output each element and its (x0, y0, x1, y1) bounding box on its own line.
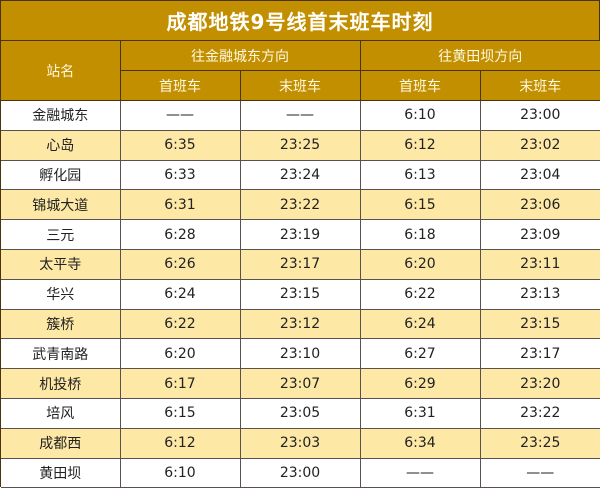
station-name-cell: 心岛 (1, 129, 121, 161)
last-train-cell: 23:25 (239, 129, 361, 161)
station-name-cell: 太平寺 (1, 248, 121, 280)
last-train-cell: —— (239, 100, 361, 131)
first-train-cell: 6:29 (359, 368, 481, 399)
last-train-cell: 23:03 (239, 427, 361, 459)
first-train-cell: —— (119, 100, 241, 131)
table-row: 武青南路 6:20 23:10 6:27 23:17 (1, 338, 600, 370)
last-train-cell: 23:17 (239, 248, 361, 280)
first-train-cell: 6:31 (359, 397, 481, 429)
last-train-cell: 23:15 (239, 278, 361, 310)
direction-header-jinrongchengdong: 往金融城东方向 (119, 41, 361, 71)
first-train-cell: 6:12 (359, 129, 481, 161)
first-train-cell: 6:20 (359, 248, 481, 280)
last-train-cell: 23:04 (479, 159, 600, 191)
station-name-cell: 成都西 (1, 427, 121, 459)
last-train-cell: 23:17 (479, 338, 600, 370)
first-train-cell: 6:35 (119, 129, 241, 161)
last-train-cell: 23:06 (479, 189, 600, 221)
station-name-cell: 武青南路 (1, 338, 121, 370)
last-train-cell: 23:22 (479, 397, 600, 429)
table-row: 华兴 6:24 23:15 6:22 23:13 (1, 278, 600, 310)
first-train-cell: 6:27 (359, 338, 481, 370)
first-train-cell: 6:24 (119, 278, 241, 310)
last-train-cell: 23:13 (479, 278, 600, 310)
timetable: 站名 往金融城东方向 往黄田坝方向 首班车 末班车 首班车 末班车 金融城东 ——… (1, 41, 600, 488)
first-train-cell: —— (359, 457, 481, 488)
station-name-cell: 机投桥 (1, 368, 121, 399)
table-row: 机投桥 6:17 23:07 6:29 23:20 (1, 368, 600, 399)
last-train-cell: 23:25 (479, 427, 600, 459)
table-row: 太平寺 6:26 23:17 6:20 23:11 (1, 248, 600, 280)
first-train-cell: 6:13 (359, 159, 481, 191)
last-train-cell: 23:11 (479, 248, 600, 280)
table-row: 成都西 6:12 23:03 6:34 23:25 (1, 427, 600, 459)
station-column-header: 站名 (1, 41, 121, 101)
last-train-cell: 23:00 (479, 100, 600, 131)
table-row: 金融城东 —— —— 6:10 23:00 (1, 100, 600, 131)
table-row: 三元 6:28 23:19 6:18 23:09 (1, 219, 600, 250)
station-name-cell: 黄田坝 (1, 457, 121, 488)
table-row: 培风 6:15 23:05 6:31 23:22 (1, 397, 600, 429)
station-name-cell: 锦城大道 (1, 189, 121, 221)
last-train-cell: 23:05 (239, 397, 361, 429)
first-train-cell: 6:22 (119, 308, 241, 340)
station-name-cell: 三元 (1, 219, 121, 250)
last-train-header: 末班车 (239, 70, 361, 101)
station-name-cell: 金融城东 (1, 100, 121, 131)
timetable-body: 金融城东 —— —— 6:10 23:00 心岛 6:35 23:25 6:12 23:02 孵化园… (1, 100, 600, 488)
first-train-cell: 6:10 (359, 100, 481, 131)
first-train-cell: 6:15 (359, 189, 481, 221)
last-train-cell: 23:12 (239, 308, 361, 340)
last-train-cell: 23:07 (239, 368, 361, 399)
table-row: 孵化园 6:33 23:24 6:13 23:04 (1, 159, 600, 191)
first-train-cell: 6:22 (359, 278, 481, 310)
station-name-cell: 簇桥 (1, 308, 121, 340)
first-train-cell: 6:33 (119, 159, 241, 191)
last-train-cell: 23:15 (479, 308, 600, 340)
first-train-cell: 6:26 (119, 248, 241, 280)
station-name-cell: 孵化园 (1, 159, 121, 191)
table-row: 黄田坝 6:10 23:00 —— —— (1, 457, 600, 488)
last-train-header: 末班车 (479, 70, 600, 101)
first-train-cell: 6:10 (119, 457, 241, 488)
first-train-header: 首班车 (120, 70, 241, 101)
first-train-cell: 6:15 (119, 397, 241, 429)
first-train-cell: 6:20 (119, 338, 241, 370)
table-row: 锦城大道 6:31 23:22 6:15 23:06 (1, 189, 600, 221)
first-train-header: 首班车 (359, 70, 481, 101)
first-train-cell: 6:31 (119, 189, 241, 221)
first-train-cell: 6:17 (119, 368, 241, 399)
last-train-cell: 23:09 (479, 219, 600, 250)
last-train-cell: 23:24 (239, 159, 361, 191)
first-train-cell: 6:34 (359, 427, 481, 459)
station-name-cell: 培风 (1, 397, 121, 429)
table-row: 心岛 6:35 23:25 6:12 23:02 (1, 129, 600, 161)
last-train-cell: 23:10 (239, 338, 361, 370)
last-train-cell: 23:20 (479, 368, 600, 399)
last-train-cell: 23:02 (479, 129, 600, 161)
first-train-cell: 6:18 (359, 219, 481, 250)
last-train-cell: —— (479, 457, 600, 488)
station-name-cell: 华兴 (1, 278, 121, 310)
page-title: 成都地铁9号线首末班车时刻 (1, 1, 599, 41)
table-row: 簇桥 6:22 23:12 6:24 23:15 (1, 308, 600, 340)
direction-header-huangtianba: 往黄田坝方向 (359, 41, 600, 71)
last-train-cell: 23:19 (239, 219, 361, 250)
first-train-cell: 6:24 (359, 308, 481, 340)
last-train-cell: 23:22 (239, 189, 361, 221)
first-train-cell: 6:12 (119, 427, 241, 459)
last-train-cell: 23:00 (239, 457, 361, 488)
first-train-cell: 6:28 (119, 219, 241, 250)
